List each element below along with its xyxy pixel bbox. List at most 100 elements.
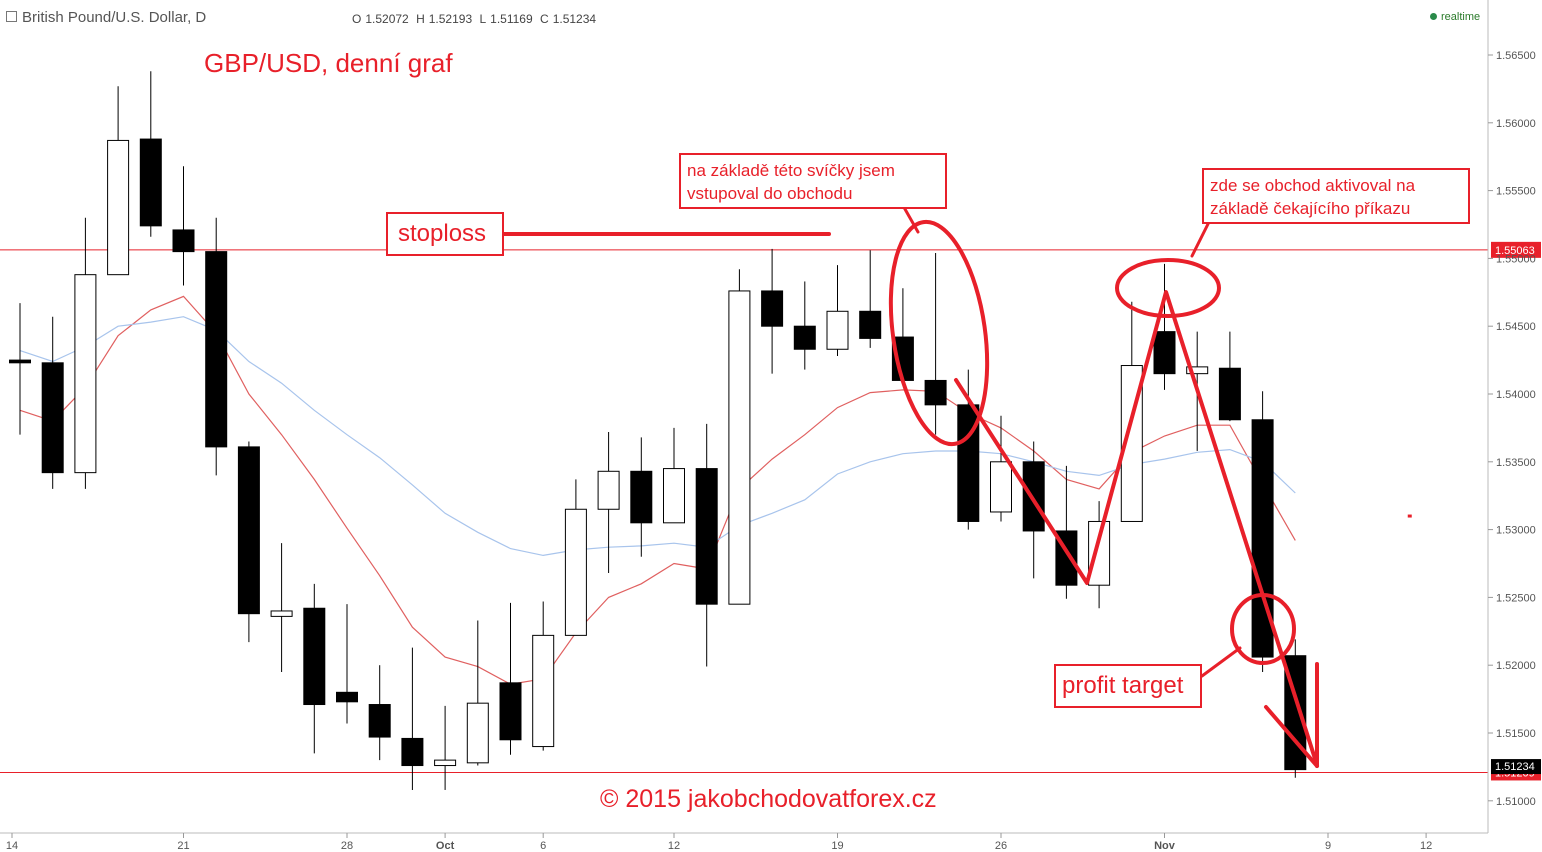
copyright-notice: © 2015 jakobchodovatforex.cz bbox=[600, 785, 937, 813]
entry-note-line1: na základě této svíčky jsem bbox=[687, 161, 895, 180]
ohlc-readout: O 1.52072 H 1.52193 L 1.51169 C 1.51234 bbox=[352, 12, 600, 26]
bearish-candle bbox=[1251, 419, 1274, 658]
time-tick-label: 14 bbox=[6, 840, 18, 852]
activation-note-line1: zde se obchod aktivoval na bbox=[1210, 176, 1416, 195]
bearish-candle bbox=[761, 290, 784, 327]
activation-note-line2: základě čekajícího příkazu bbox=[1210, 199, 1411, 218]
time-tick-label: Nov bbox=[1154, 840, 1176, 852]
moving-averages bbox=[19, 295, 1296, 685]
bullish-candle bbox=[107, 139, 130, 276]
time-tick-label: 6 bbox=[540, 840, 546, 852]
bullish-candle bbox=[663, 468, 685, 524]
price-tick-label: 1.56000 bbox=[1496, 118, 1536, 130]
price-path-line bbox=[954, 290, 1319, 767]
bullish-candle bbox=[826, 310, 849, 350]
price-tick-label: 1.52000 bbox=[1496, 660, 1536, 672]
time-tick-label: 12 bbox=[1420, 840, 1432, 852]
arrow-head-left bbox=[1264, 705, 1319, 768]
high-value: 1.52193 bbox=[428, 12, 473, 26]
fast-moving-average-line bbox=[19, 295, 1296, 685]
price-tick-label: 1.53500 bbox=[1496, 457, 1536, 469]
price-tick-label: 1.54000 bbox=[1496, 389, 1536, 401]
stoploss-label: stoploss bbox=[386, 212, 504, 256]
activation-note-pointer bbox=[1190, 222, 1210, 258]
open-value: 1.52072 bbox=[365, 12, 409, 26]
bearish-candle bbox=[793, 325, 816, 350]
candles bbox=[9, 71, 1307, 790]
bearish-candle bbox=[924, 379, 947, 406]
realtime-dot-icon bbox=[1430, 13, 1437, 20]
bearish-candle bbox=[172, 229, 195, 253]
time-tick-label: 28 bbox=[341, 840, 353, 852]
bullish-candle bbox=[532, 634, 555, 748]
bullish-candle bbox=[434, 759, 457, 767]
time-tick-label: 9 bbox=[1325, 840, 1331, 852]
bearish-candle bbox=[957, 404, 980, 522]
price-tick-label: 1.53000 bbox=[1496, 525, 1536, 537]
level-price-label: 1.55063 bbox=[1495, 245, 1535, 257]
slow-moving-average-line bbox=[19, 316, 1296, 557]
time-tick-label: 19 bbox=[831, 840, 843, 852]
activation-highlight bbox=[1115, 258, 1221, 318]
bearish-candle bbox=[1022, 461, 1045, 532]
bullish-candle bbox=[74, 274, 97, 474]
level-price-tag bbox=[1491, 241, 1541, 258]
chart-annotation-title: GBP/USD, denní graf bbox=[204, 48, 453, 78]
bullish-candle bbox=[564, 508, 587, 636]
time-tick-label: 12 bbox=[668, 840, 680, 852]
bearish-candle bbox=[41, 362, 64, 474]
bearish-candle bbox=[695, 468, 718, 605]
bullish-candle bbox=[597, 470, 620, 510]
high-label: H bbox=[416, 12, 425, 26]
last-price-label: 1.51234 bbox=[1495, 761, 1535, 773]
price-tick-label: 1.55000 bbox=[1496, 253, 1536, 265]
bearish-candle bbox=[303, 607, 326, 706]
bearish-candle bbox=[139, 138, 162, 227]
low-label: L bbox=[479, 12, 487, 26]
bearish-candle bbox=[336, 691, 358, 703]
profit-target-pointer bbox=[1200, 646, 1242, 678]
entry-note-line2: vstupoval do obchodu bbox=[687, 184, 853, 203]
bullish-candle bbox=[1186, 366, 1209, 375]
close-label: C bbox=[540, 12, 549, 26]
entry-note: na základě této svíčky jsem vstupoval do… bbox=[679, 153, 947, 209]
bullish-candle bbox=[990, 461, 1012, 513]
price-tick-label: 1.51000 bbox=[1496, 796, 1536, 808]
bearish-candle bbox=[368, 704, 391, 738]
price-tick-label: 1.56500 bbox=[1496, 50, 1536, 62]
realtime-label: realtime bbox=[1441, 11, 1481, 23]
profit-target-label: profit target bbox=[1054, 664, 1202, 708]
last-price-tag bbox=[1491, 759, 1541, 775]
price-tick-label: 1.55500 bbox=[1496, 186, 1536, 198]
bearish-candle bbox=[1218, 367, 1241, 421]
bullish-candle bbox=[270, 610, 293, 617]
activation-note: zde se obchod aktivoval na základě čekaj… bbox=[1202, 168, 1470, 224]
bearish-candle bbox=[859, 310, 882, 339]
bearish-candle bbox=[237, 446, 260, 615]
price-tick-label: 1.54500 bbox=[1496, 321, 1536, 333]
bullish-candle bbox=[728, 290, 751, 605]
bullish-candle bbox=[1088, 520, 1111, 586]
close-value: 1.51234 bbox=[552, 12, 597, 26]
symbol-title: British Pound/U.S. Dollar, D bbox=[22, 9, 207, 26]
time-tick-label: 26 bbox=[995, 840, 1007, 852]
bearish-candle bbox=[9, 359, 31, 364]
low-value: 1.51169 bbox=[490, 12, 533, 26]
bearish-candle bbox=[401, 737, 424, 767]
legend-toggle-icon[interactable] bbox=[6, 11, 17, 22]
time-tick-label: 21 bbox=[177, 840, 189, 852]
bearish-candle bbox=[630, 470, 653, 524]
open-label: O bbox=[352, 12, 362, 26]
trade-annotations bbox=[501, 186, 1412, 768]
realtime-indicator: realtime bbox=[1430, 11, 1480, 23]
bearish-candle bbox=[205, 251, 228, 448]
bearish-candle bbox=[499, 682, 522, 741]
price-tick-label: 1.52500 bbox=[1496, 592, 1536, 604]
bearish-candle bbox=[1153, 331, 1176, 375]
bullish-candle bbox=[466, 702, 489, 764]
time-tick-label: Oct bbox=[436, 840, 455, 852]
small-red-marker bbox=[1407, 514, 1412, 518]
